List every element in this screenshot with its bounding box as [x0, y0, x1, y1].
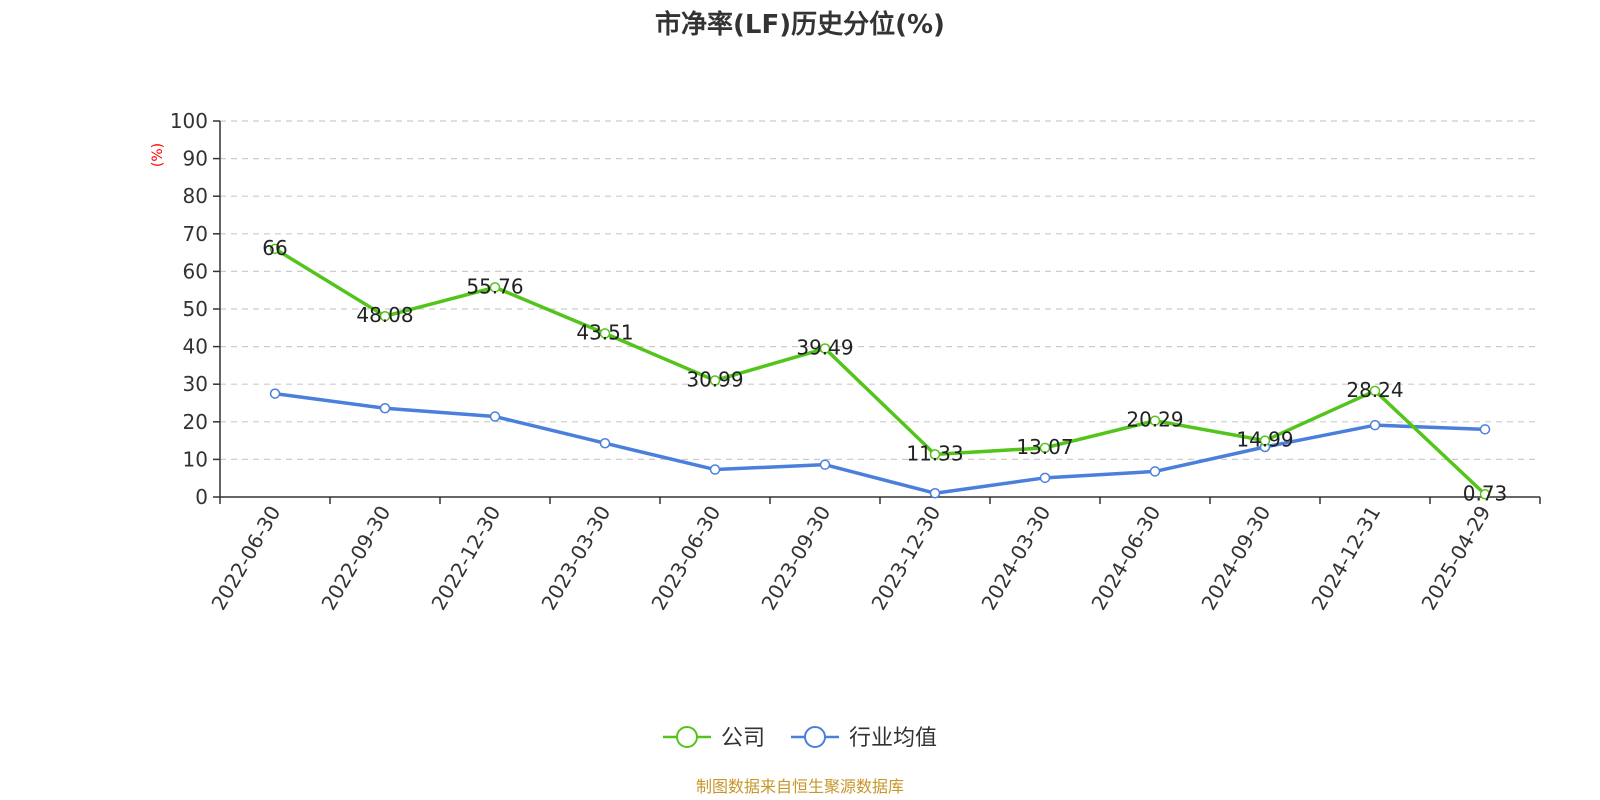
data-label: 43.51 [576, 320, 633, 344]
x-axis-ticks: 2022-06-30 2022-09-30 2022-12-30 2023-03-30… [206, 497, 1541, 615]
data-point [489, 411, 501, 422]
data-label: 28.24 [1346, 378, 1403, 402]
y-tick-label: 90 [183, 147, 208, 171]
data-label: 20.29 [1126, 408, 1183, 432]
data-point [929, 487, 941, 499]
y-tick-label: 100 [170, 109, 208, 133]
data-point [1369, 419, 1381, 431]
data-label: 39.49 [796, 336, 853, 360]
legend-label: 公司 [721, 726, 765, 751]
data-point [599, 328, 611, 339]
x-tick-label: 2023-06-30 [646, 502, 725, 615]
legend-label: 行业均值 [849, 726, 937, 751]
x-tick-label: 2024-12-31 [1306, 502, 1385, 615]
y-tick-label: 60 [183, 259, 208, 283]
y-tick-label: 10 [183, 447, 208, 471]
legend-marker-icon [676, 726, 698, 748]
x-tick-label: 2022-12-30 [426, 502, 505, 615]
series-line [274, 391, 1486, 495]
series-industry-average [269, 388, 1491, 499]
data-point [819, 459, 831, 470]
series-company [269, 243, 1491, 500]
x-tick-label: 2022-06-30 [206, 502, 285, 615]
y-tick-label: 30 [183, 372, 208, 396]
data-point [1039, 442, 1051, 454]
y-tick-label: 20 [183, 410, 208, 434]
data-point [379, 310, 391, 322]
data-point [1479, 424, 1491, 435]
data-labels: 66 48.08 55.76 43.51 30.99 39.49 11.33 13.07 20.… [262, 236, 1507, 505]
x-tick-label: 2025-04-29 [1416, 502, 1495, 615]
x-tick-label: 2024-09-30 [1196, 502, 1275, 615]
data-point [819, 343, 831, 354]
data-point [489, 282, 501, 293]
legend-marker-icon [804, 726, 826, 748]
y-axis-ticks: 0 10 20 30 40 50 60 70 80 90 100 [170, 109, 220, 509]
data-label: 48.08 [356, 303, 413, 327]
x-tick-label: 2022-09-30 [316, 502, 395, 615]
data-point [929, 449, 941, 460]
data-point [269, 388, 281, 399]
y-tick-label: 80 [183, 184, 208, 208]
data-label: 14.99 [1236, 428, 1293, 452]
x-tick-label: 2023-03-30 [536, 502, 615, 615]
x-tick-label: 2023-09-30 [756, 502, 835, 615]
data-point [599, 437, 611, 449]
data-point [1039, 472, 1051, 484]
y-axis-unit-label: (%) [150, 143, 166, 167]
data-point [1259, 435, 1271, 446]
data-point [709, 464, 721, 475]
data-point [1149, 415, 1161, 426]
data-label: 11.33 [906, 441, 963, 465]
legend[interactable]: 公司 行业均值 [663, 726, 937, 751]
y-tick-label: 40 [183, 335, 208, 359]
x-tick-label: 2023-12-30 [866, 502, 945, 615]
data-point [709, 375, 721, 386]
data-point [379, 403, 391, 414]
data-label: 13.07 [1016, 435, 1073, 459]
x-tick-label: 2024-06-30 [1086, 502, 1165, 615]
data-label: 0.73 [1463, 481, 1508, 505]
y-tick-label: 70 [183, 222, 208, 246]
data-point [1369, 385, 1381, 397]
y-tick-label: 50 [183, 297, 208, 321]
data-point [1149, 466, 1161, 477]
data-label: 66 [262, 236, 287, 260]
data-label: 30.99 [686, 367, 743, 391]
chart-title: 市净率(LF)历史分位(%) [655, 9, 945, 40]
x-tick-label: 2024-03-30 [976, 502, 1055, 615]
gridlines [220, 120, 1540, 460]
series-line [274, 247, 1487, 496]
legend-item-industry-average[interactable]: 行业均值 [791, 726, 937, 751]
data-point [269, 243, 281, 255]
y-tick-label: 0 [195, 485, 208, 509]
data-point [1479, 489, 1491, 500]
source-note: 制图数据来自恒生聚源数据库 [696, 777, 904, 796]
data-label: 55.76 [466, 274, 523, 298]
series-lines [269, 243, 1491, 500]
legend-item-company[interactable]: 公司 [663, 726, 765, 751]
